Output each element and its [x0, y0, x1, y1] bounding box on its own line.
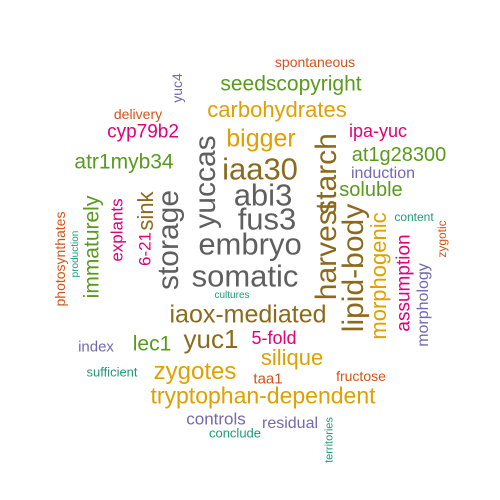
- word-cyp79b2: cyp79b2: [107, 121, 179, 143]
- word-index: index: [78, 338, 114, 356]
- word-spontaneous: spontaneous: [274, 54, 356, 70]
- word-yuccas: yuccas: [189, 135, 222, 229]
- word-embryo: embryo: [198, 226, 302, 262]
- word-content: content: [394, 210, 434, 224]
- word-explants: explants: [107, 198, 127, 262]
- word-tryptophan-dependent: tryptophan-dependent: [150, 382, 376, 409]
- word-controls: controls: [186, 409, 246, 429]
- word-production: production: [70, 230, 81, 278]
- word-delivery: delivery: [113, 106, 163, 122]
- word-zygotic: zygotic: [435, 220, 449, 258]
- word-abi3: abi3: [233, 177, 293, 213]
- word-lipid-body: lipid-body: [337, 203, 370, 333]
- word-soluble: soluble: [339, 179, 403, 201]
- word-fus3: fus3: [237, 201, 297, 237]
- word-zygotes: zygotes: [153, 358, 237, 385]
- word-photosynthates: photosynthates: [52, 211, 68, 307]
- word-residual: residual: [261, 415, 319, 432]
- word-territories: territories: [323, 417, 336, 463]
- word-sufficient: sufficient: [86, 364, 138, 380]
- word-6-21: 6-21: [135, 231, 155, 267]
- word-yuc1: yuc1: [183, 324, 239, 354]
- word-morphology: morphology: [415, 263, 432, 347]
- word-5-fold: 5-fold: [251, 328, 297, 348]
- word-ipa-yuc: ipa-yuc: [348, 121, 408, 141]
- word-somatic: somatic: [191, 258, 299, 294]
- word-immaturely: immaturely: [80, 195, 104, 299]
- word-assumption: assumption: [393, 234, 415, 332]
- word-carbohydrates: carbohydrates: [207, 97, 347, 122]
- word-silique: silique: [260, 345, 324, 370]
- word-yuc4: yuc4: [169, 73, 185, 103]
- word-cultures: cultures: [214, 290, 250, 301]
- word-iaox-mediated: iaox-mediated: [169, 300, 327, 329]
- word-fructose: fructose: [336, 368, 386, 384]
- word-morphogenic: morphogenic: [366, 212, 391, 340]
- word-lec1: lec1: [132, 332, 172, 356]
- word-at1g28300: at1g28300: [351, 144, 447, 166]
- word-iaa30: iaa30: [222, 151, 298, 187]
- word-seedscopyright: seedscopyright: [220, 72, 362, 96]
- word-bigger: bigger: [226, 124, 296, 153]
- word-conclude: conclude: [208, 425, 262, 441]
- word-storage: storage: [152, 189, 185, 291]
- word-taa1: taa1: [253, 370, 283, 388]
- word-atr1myb34: atr1myb34: [74, 150, 174, 174]
- word-induction: induction: [350, 165, 416, 182]
